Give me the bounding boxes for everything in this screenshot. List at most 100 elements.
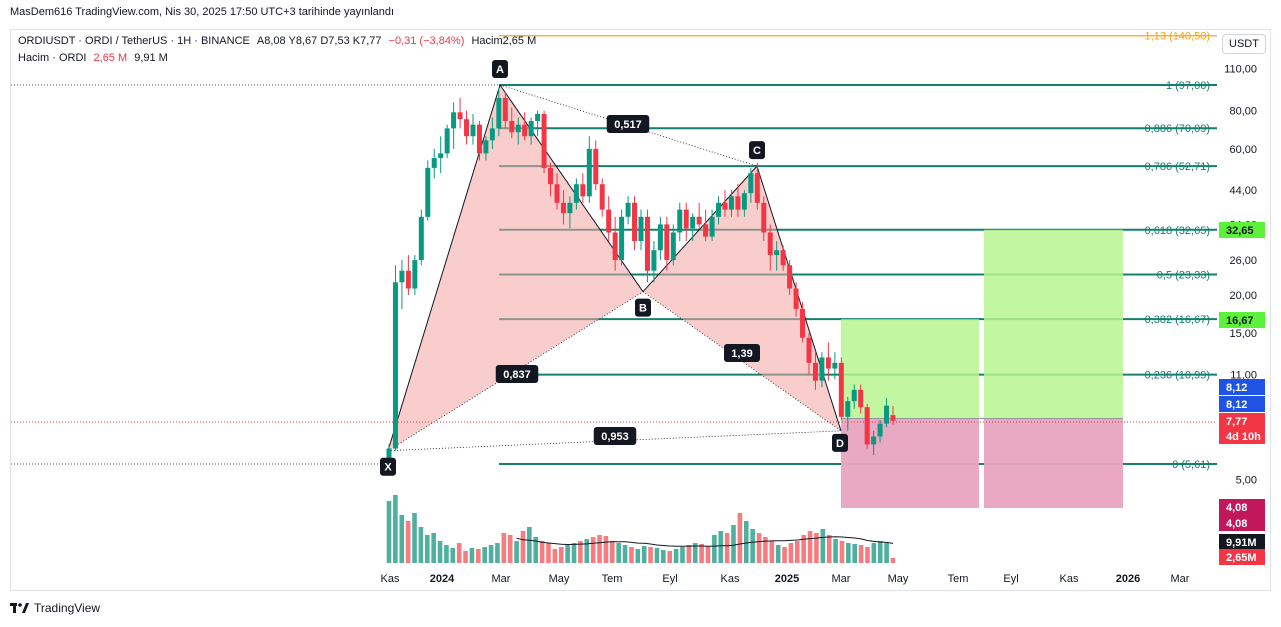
x-tick-label-10: Tem bbox=[948, 573, 969, 585]
volume-bar-5 bbox=[418, 527, 424, 563]
volume-bar-23 bbox=[533, 537, 539, 563]
candle-body-0 bbox=[386, 448, 392, 462]
volume-bar-42 bbox=[654, 548, 660, 563]
volume-bar-14 bbox=[476, 549, 481, 563]
footer-brand-text: TradingView bbox=[34, 601, 101, 615]
harmonic-point-badge-b bbox=[635, 298, 651, 317]
candle-body-35 bbox=[612, 232, 618, 261]
volume-bar-26 bbox=[552, 549, 558, 563]
legend-volume-row-v1: 2,65 M bbox=[93, 52, 128, 64]
volume-bar-28 bbox=[565, 545, 570, 563]
candle-body-15 bbox=[483, 140, 489, 154]
volume-bar-53 bbox=[724, 533, 730, 563]
candle-body-67 bbox=[819, 357, 825, 381]
candle-body-57 bbox=[754, 173, 760, 203]
target-zone-1 bbox=[841, 319, 979, 419]
axis-price-badge-3 bbox=[1219, 396, 1265, 412]
harmonic-leg-cd bbox=[756, 165, 842, 431]
volume-bar-56 bbox=[743, 521, 749, 563]
volume-bar-6 bbox=[424, 535, 430, 563]
candle-body-28 bbox=[567, 202, 573, 214]
candle-body-75 bbox=[871, 436, 877, 445]
candle-body-70 bbox=[838, 362, 844, 417]
candle-body-72 bbox=[851, 389, 857, 402]
x-tick-label-11: Eyl bbox=[1003, 573, 1018, 585]
currency-button[interactable]: USDT bbox=[1222, 34, 1266, 54]
harmonic-point-label-c: C bbox=[753, 145, 761, 157]
volume-bar-1 bbox=[393, 495, 398, 563]
fib-label-6: 0,382 (16,67) bbox=[1145, 314, 1210, 326]
candle-body-25 bbox=[548, 167, 554, 185]
harmonic-ratio-label-0: 0,517 bbox=[614, 119, 642, 131]
volume-bar-4 bbox=[412, 513, 417, 563]
volume-bar-10 bbox=[450, 548, 456, 563]
candle-body-78 bbox=[890, 415, 896, 421]
volume-bar-34 bbox=[603, 536, 609, 563]
candle-body-56 bbox=[748, 173, 754, 194]
y-tick-label-8: 11,00 bbox=[1230, 369, 1257, 381]
harmonic-point-label-b: B bbox=[639, 303, 647, 315]
candle-body-45 bbox=[677, 209, 683, 233]
volume-bar-47 bbox=[686, 545, 692, 563]
volume-bar-36 bbox=[616, 543, 621, 563]
volume-bar-35 bbox=[609, 541, 615, 563]
volume-bar-22 bbox=[527, 527, 532, 563]
candle-body-52 bbox=[722, 202, 728, 210]
volume-bar-64 bbox=[795, 541, 800, 563]
candle-body-44 bbox=[670, 232, 676, 261]
axis-price-badge-1 bbox=[1219, 312, 1265, 328]
harmonic-ratio-badge-1 bbox=[495, 365, 539, 383]
y-tick-label-3: 44,00 bbox=[1229, 185, 1257, 197]
volume-bar-63 bbox=[788, 543, 794, 563]
candle-body-1 bbox=[392, 282, 398, 449]
harmonic-ratio-badge-2 bbox=[724, 344, 760, 362]
candle-body-26 bbox=[554, 184, 560, 203]
y-tick-label-5: 26,00 bbox=[1229, 255, 1257, 267]
volume-bar-27 bbox=[558, 547, 564, 563]
legend-symbol-row: ORDIUSDT · ORDI / TetherUS · 1H · BINANC… bbox=[18, 35, 536, 47]
axis-price-label-4: 7,77 bbox=[1226, 416, 1247, 428]
volume-bar-50 bbox=[705, 546, 711, 563]
candle-body-60 bbox=[774, 250, 780, 256]
x-tick-label-14: Mar bbox=[1171, 573, 1190, 585]
candle-body-68 bbox=[825, 357, 831, 369]
candle-body-54 bbox=[735, 196, 741, 210]
candle-body-33 bbox=[599, 184, 605, 210]
volume-bar-68 bbox=[820, 529, 826, 563]
axis-price-label-3: 8,12 bbox=[1226, 399, 1247, 411]
volume-bar-51 bbox=[712, 535, 717, 563]
candle-body-17 bbox=[496, 97, 502, 129]
candle-body-8 bbox=[438, 153, 444, 159]
candle-body-61 bbox=[780, 250, 786, 266]
footer-brand: TradingView bbox=[10, 601, 100, 615]
legend-volume-row: Hacim · ORDI 2,65 M 9,91 M bbox=[18, 52, 168, 64]
volume-ma-line bbox=[516, 536, 894, 547]
volume-bar-55 bbox=[737, 513, 743, 563]
candle-body-36 bbox=[619, 216, 625, 261]
harmonic-point-badge-c bbox=[749, 141, 765, 160]
volume-bar-9 bbox=[444, 545, 449, 563]
candle-body-74 bbox=[864, 407, 870, 445]
fib-label-0: 1,13 (140,50) bbox=[1145, 31, 1210, 43]
axis-price-badge-8 bbox=[1219, 534, 1265, 550]
axis-price-label-8: 9,91M bbox=[1226, 537, 1257, 549]
candle-body-58 bbox=[761, 202, 767, 233]
candle-body-27 bbox=[560, 202, 566, 214]
volume-bar-60 bbox=[769, 541, 775, 563]
candle-body-76 bbox=[877, 423, 883, 437]
candle-body-55 bbox=[741, 193, 747, 210]
candle-body-3 bbox=[405, 270, 411, 289]
volume-bar-7 bbox=[431, 533, 436, 563]
candle-body-40 bbox=[644, 216, 650, 271]
harmonic-point-badge-d bbox=[832, 433, 848, 452]
axis-price-label-5: 4d 10h bbox=[1226, 431, 1261, 443]
volume-bar-59 bbox=[763, 537, 768, 563]
volume-bar-41 bbox=[648, 547, 653, 563]
harmonic-ratio-label-2: 1,39 bbox=[731, 348, 752, 360]
candle-body-38 bbox=[632, 202, 638, 242]
candle-body-22 bbox=[528, 120, 534, 137]
harmonic-triangle-xab bbox=[388, 85, 643, 451]
x-tick-label-12: Kas bbox=[1060, 573, 1079, 585]
volume-bar-3 bbox=[405, 521, 411, 563]
